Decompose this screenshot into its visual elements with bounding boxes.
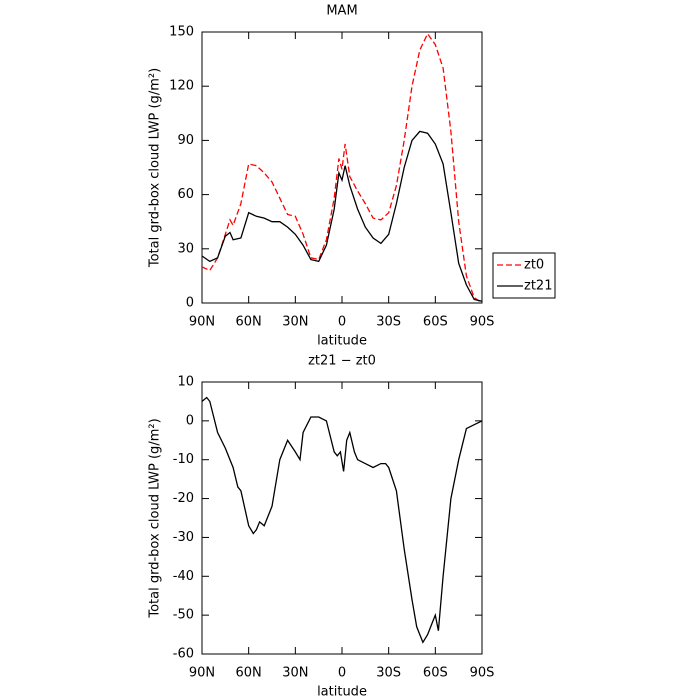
y-tick-label: 90	[177, 133, 194, 148]
y-tick-label: 120	[169, 79, 194, 94]
chart-title: zt21 − zt0	[308, 354, 376, 369]
y-tick-label: -30	[173, 530, 194, 545]
chart-title: MAM	[326, 4, 357, 19]
x-tick-label: 60S	[423, 315, 448, 330]
data-line	[201, 32, 483, 304]
x-tick-label: 60S	[423, 666, 448, 681]
x-tick-label: 90S	[470, 315, 495, 330]
x-tick-label: 30S	[376, 666, 401, 681]
x-tick-label: 30N	[282, 315, 308, 330]
y-tick-label: -50	[173, 608, 194, 623]
x-tick-label: 0	[338, 666, 346, 681]
data-line	[201, 396, 483, 644]
y-tick-label: 10	[177, 375, 194, 390]
y-tick-label: 150	[169, 25, 194, 40]
legend-label: zt0	[524, 258, 544, 273]
x-tick-label: 90N	[189, 315, 215, 330]
y-tick-label: -10	[173, 452, 194, 467]
y-tick-label: 60	[177, 187, 194, 202]
x-tick-label: 90S	[470, 666, 495, 681]
y-tick-label: 0	[186, 413, 194, 428]
y-tick-label: 30	[177, 241, 194, 256]
x-axis-label: latitude	[317, 685, 367, 700]
x-axis-label: latitude	[317, 334, 367, 349]
x-tick-label: 90N	[189, 666, 215, 681]
y-axis-label: Total grd-box cloud LWP (g/m²)	[148, 418, 163, 618]
x-tick-label: 30S	[376, 315, 401, 330]
y-axis-label: Total grd-box cloud LWP (g/m²)	[148, 68, 163, 268]
legend-label: zt21	[524, 279, 552, 294]
legend-box	[492, 252, 556, 299]
x-tick-label: 60N	[236, 315, 262, 330]
x-tick-label: 0	[338, 315, 346, 330]
y-tick-label: -40	[173, 569, 194, 584]
y-tick-label: 0	[186, 296, 194, 311]
y-tick-label: -20	[173, 491, 194, 506]
y-tick-label: -60	[173, 647, 194, 662]
x-tick-label: 60N	[236, 666, 262, 681]
x-tick-label: 30N	[282, 666, 308, 681]
data-line	[201, 130, 483, 302]
